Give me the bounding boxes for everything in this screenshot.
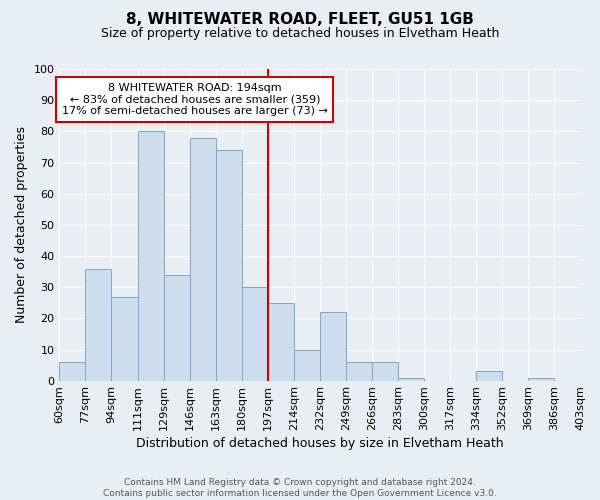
Text: 8, WHITEWATER ROAD, FLEET, GU51 1GB: 8, WHITEWATER ROAD, FLEET, GU51 1GB — [126, 12, 474, 28]
X-axis label: Distribution of detached houses by size in Elvetham Heath: Distribution of detached houses by size … — [136, 437, 503, 450]
Bar — [476, 372, 502, 381]
Bar — [268, 303, 293, 381]
Bar — [190, 138, 215, 381]
Bar — [164, 275, 190, 381]
Bar — [320, 312, 346, 381]
Bar — [59, 362, 85, 381]
Bar — [85, 268, 112, 381]
Bar — [346, 362, 372, 381]
Bar — [398, 378, 424, 381]
Text: 8 WHITEWATER ROAD: 194sqm
← 83% of detached houses are smaller (359)
17% of semi: 8 WHITEWATER ROAD: 194sqm ← 83% of detac… — [62, 83, 328, 116]
Bar — [242, 287, 268, 381]
Text: Size of property relative to detached houses in Elvetham Heath: Size of property relative to detached ho… — [101, 28, 499, 40]
Bar — [215, 150, 242, 381]
Bar — [137, 132, 164, 381]
Y-axis label: Number of detached properties: Number of detached properties — [15, 126, 28, 324]
Bar — [112, 296, 137, 381]
Bar — [293, 350, 320, 381]
Bar — [528, 378, 554, 381]
Bar — [372, 362, 398, 381]
Text: Contains HM Land Registry data © Crown copyright and database right 2024.
Contai: Contains HM Land Registry data © Crown c… — [103, 478, 497, 498]
